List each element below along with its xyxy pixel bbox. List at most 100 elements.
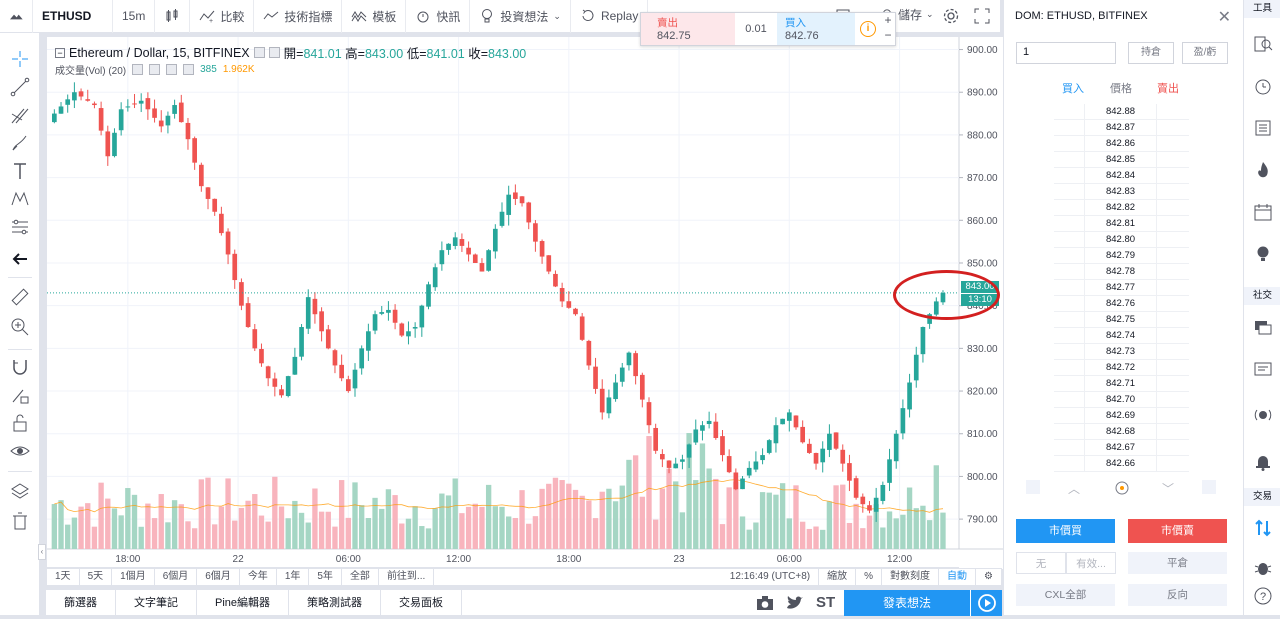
layers-icon[interactable] bbox=[10, 481, 30, 501]
ladder-row[interactable]: 842.87 bbox=[1054, 120, 1189, 136]
volume-settings-icon[interactable] bbox=[132, 64, 144, 75]
volume-close-icon[interactable] bbox=[183, 64, 195, 75]
positions-button[interactable]: 持倉 bbox=[1128, 42, 1174, 64]
brush-icon[interactable] bbox=[10, 133, 30, 153]
ruler-icon[interactable] bbox=[10, 287, 30, 307]
settings-gear-icon[interactable] bbox=[942, 7, 960, 28]
reverse-button[interactable]: 反向 bbox=[1128, 584, 1227, 606]
compare-button[interactable]: + 比較 bbox=[190, 0, 255, 33]
cancel-all-button[interactable]: CXL全部 bbox=[1016, 584, 1115, 606]
arrow-left-icon[interactable] bbox=[10, 249, 30, 269]
stocktwits-icon[interactable]: ST bbox=[816, 594, 836, 611]
ladder-row[interactable]: 842.69 bbox=[1054, 408, 1189, 424]
tab-pine-editor[interactable]: Pine編輯器 bbox=[197, 589, 290, 616]
info-icon[interactable]: i bbox=[855, 13, 881, 45]
text-tool-icon[interactable] bbox=[10, 161, 30, 181]
collapse-toolbar-handle[interactable]: ‹ bbox=[38, 544, 46, 560]
dom-trading-icon[interactable] bbox=[1253, 518, 1273, 538]
ladder-row[interactable]: 842.78 bbox=[1054, 264, 1189, 280]
volume-add-icon[interactable] bbox=[166, 64, 178, 75]
scale-auto[interactable]: 自動 bbox=[939, 569, 977, 585]
templates-button[interactable]: 模板 bbox=[342, 0, 407, 33]
clock-display[interactable]: 12:16:49 (UTC+8) bbox=[722, 569, 820, 585]
chart-type-button[interactable] bbox=[155, 0, 191, 33]
ladder-row[interactable]: 842.73 bbox=[1054, 344, 1189, 360]
prediction-icon[interactable] bbox=[10, 217, 30, 237]
twitter-icon[interactable] bbox=[786, 595, 804, 611]
tab-trading-panel[interactable]: 交易面板 bbox=[381, 589, 463, 616]
price-ladder[interactable]: 842.88 842.87 842.86 842.85 842.84 842.83 842.… bbox=[1054, 104, 1189, 472]
flatten-button[interactable]: 平倉 bbox=[1128, 552, 1227, 574]
pitchfork-icon[interactable] bbox=[10, 105, 30, 125]
tab-text-notes[interactable]: 文字筆記 bbox=[116, 589, 197, 616]
quantity-display[interactable]: 0.01 bbox=[745, 23, 767, 35]
ladder-row[interactable]: 842.85 bbox=[1054, 152, 1189, 168]
sell-button[interactable]: 賣出 842.75 bbox=[641, 13, 735, 45]
range-1d[interactable]: 1天 bbox=[47, 569, 80, 585]
range-5d[interactable]: 5天 bbox=[80, 569, 113, 585]
eye-icon[interactable] bbox=[10, 441, 30, 461]
pattern-icon[interactable] bbox=[10, 189, 30, 209]
ladder-row[interactable]: 842.76 bbox=[1054, 296, 1189, 312]
ideas-lightbulb-icon[interactable] bbox=[1253, 244, 1273, 264]
order-type-select[interactable]: 无 bbox=[1016, 552, 1066, 574]
notifications-bell-icon[interactable] bbox=[1253, 452, 1273, 472]
unlock-icon[interactable] bbox=[10, 413, 30, 433]
ladder-row[interactable]: 842.82 bbox=[1054, 200, 1189, 216]
range-ytd[interactable]: 今年 bbox=[240, 569, 277, 585]
scale-percent[interactable]: % bbox=[856, 569, 883, 585]
pnl-button[interactable]: 盈/虧 bbox=[1182, 42, 1228, 64]
range-all[interactable]: 全部 bbox=[342, 569, 379, 585]
volume-gear-icon[interactable] bbox=[149, 64, 161, 75]
scale-log[interactable]: 對數刻度 bbox=[882, 569, 940, 585]
publish-idea-button[interactable]: 發表想法 bbox=[844, 590, 970, 616]
ladder-row[interactable]: 842.75 bbox=[1054, 312, 1189, 328]
dom-quantity-input[interactable]: 1 bbox=[1016, 42, 1116, 64]
alert-button[interactable]: 快訊 bbox=[406, 0, 471, 33]
zoom-in-icon[interactable] bbox=[10, 317, 30, 337]
data-window-icon[interactable] bbox=[1253, 118, 1273, 138]
scale-zoom[interactable]: 縮放 bbox=[819, 569, 857, 585]
ladder-row[interactable]: 842.72 bbox=[1054, 360, 1189, 376]
ladder-row[interactable]: 842.84 bbox=[1054, 168, 1189, 184]
tab-screener[interactable]: 篩選器 bbox=[46, 589, 116, 616]
tab-strategy-tester[interactable]: 策略測試器 bbox=[289, 589, 382, 616]
ladder-row[interactable]: 842.88 bbox=[1054, 104, 1189, 120]
ladder-row[interactable]: 842.67 bbox=[1054, 440, 1189, 456]
duration-select[interactable]: 有效... bbox=[1066, 552, 1116, 574]
chat-icon[interactable] bbox=[1253, 318, 1273, 338]
market-sell-button[interactable]: 市價賣 bbox=[1128, 519, 1227, 543]
scroll-last-button[interactable] bbox=[1202, 480, 1216, 494]
ladder-row[interactable]: 842.81 bbox=[1054, 216, 1189, 232]
camera-icon[interactable] bbox=[756, 595, 774, 611]
collapse-legend-icon[interactable]: − bbox=[55, 47, 65, 58]
legend-settings-icon[interactable] bbox=[253, 47, 265, 58]
ladder-row[interactable]: 842.83 bbox=[1054, 184, 1189, 200]
broadcast-lightbulb-icon[interactable] bbox=[1253, 406, 1273, 426]
ladder-row[interactable]: 842.86 bbox=[1054, 136, 1189, 152]
logo-icon[interactable] bbox=[0, 0, 33, 33]
ladder-row[interactable]: 842.79 bbox=[1054, 248, 1189, 264]
goto-date-button[interactable]: 前往到... bbox=[379, 569, 435, 585]
ladder-row[interactable]: 842.71 bbox=[1054, 376, 1189, 392]
ladder-row[interactable]: 842.66 bbox=[1054, 456, 1189, 472]
interval-button[interactable]: 15m bbox=[113, 0, 156, 33]
replay-button[interactable]: Replay bbox=[571, 0, 649, 33]
decrease-button[interactable]: − bbox=[884, 28, 892, 42]
increase-button[interactable]: + bbox=[884, 13, 892, 27]
range-1m[interactable]: 1個月 bbox=[112, 569, 155, 585]
close-icon[interactable]: ✕ bbox=[1217, 9, 1231, 26]
watchlist-search-icon[interactable] bbox=[1253, 34, 1273, 54]
ideas-button[interactable]: 投資想法 ⌄ bbox=[470, 0, 571, 33]
lock-drawing-icon[interactable] bbox=[10, 385, 30, 405]
range-5y[interactable]: 5年 bbox=[309, 569, 342, 585]
legend-hide-icon[interactable] bbox=[268, 47, 280, 58]
ladder-row[interactable]: 842.74 bbox=[1054, 328, 1189, 344]
scroll-first-button[interactable] bbox=[1026, 480, 1040, 494]
crosshair-icon[interactable] bbox=[10, 49, 30, 69]
publish-play-button[interactable] bbox=[970, 590, 1002, 616]
ladder-row[interactable]: 842.80 bbox=[1054, 232, 1189, 248]
range-6m-b[interactable]: 6個月 bbox=[197, 569, 240, 585]
trash-icon[interactable] bbox=[10, 511, 30, 531]
market-buy-button[interactable]: 市價買 bbox=[1016, 519, 1115, 543]
